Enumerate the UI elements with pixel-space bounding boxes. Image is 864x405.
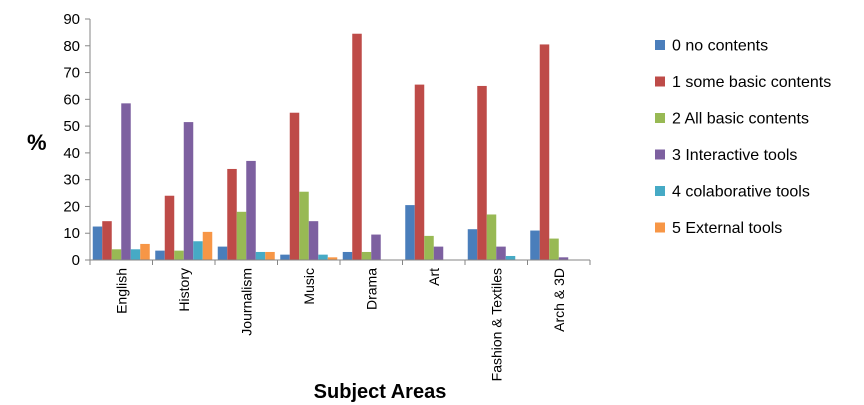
bar-fashion-textiles-series-0	[467, 229, 478, 260]
x-category-label: English	[113, 268, 129, 314]
x-axis-label: Subject Areas	[314, 381, 447, 403]
bar-journalism-series-0	[217, 246, 228, 260]
bar-music-series-2	[299, 191, 309, 260]
bar-journalism-series-5	[265, 251, 275, 260]
y-tick-label: 60	[63, 91, 80, 108]
bar-journalism-series-4	[255, 251, 266, 260]
x-category-label: Drama	[363, 268, 379, 310]
legend-swatch	[655, 222, 665, 233]
bar-english-series-0	[92, 226, 103, 260]
legend-swatch	[655, 76, 665, 87]
bar-history-series-1	[164, 195, 175, 260]
y-tick-label: 10	[63, 225, 80, 242]
y-tick-label: 20	[63, 198, 80, 215]
bar-music-series-5	[327, 257, 338, 260]
x-category-label: Journalism	[238, 268, 254, 336]
bar-drama-series-1	[352, 33, 362, 260]
bar-music-series-0	[280, 254, 290, 260]
bar-arch-3d-series-2	[549, 238, 559, 260]
bar-music-series-4	[318, 254, 328, 260]
axes	[89, 19, 591, 265]
x-category-label: Fashion & Textiles	[488, 268, 504, 381]
bar-drama-series-3	[371, 234, 381, 260]
bar-fashion-textiles-series-4	[505, 255, 516, 260]
bar-journalism-series-3	[246, 160, 256, 260]
bar-arch-3d-series-1	[539, 44, 550, 260]
y-tick-label: 30	[63, 172, 80, 189]
bar-music-series-1	[289, 112, 300, 260]
legend-label: 0 no contents	[672, 38, 768, 55]
bar-history-series-0	[155, 250, 165, 260]
bar-english-series-4	[130, 249, 141, 260]
x-category-label: Art	[426, 268, 442, 286]
bar-english-series-2	[111, 249, 122, 260]
y-tick-label: 90	[63, 11, 80, 28]
bar-arch-3d-series-0	[530, 230, 540, 260]
y-tick-label: 0	[72, 252, 80, 269]
bar-drama-series-0	[342, 251, 353, 260]
bar-art-series-2	[424, 235, 434, 260]
x-category-label: History	[176, 268, 192, 312]
legend-label: 5 External tools	[672, 220, 782, 237]
y-tick-label: 40	[63, 145, 80, 162]
y-tick-label: 50	[63, 118, 80, 135]
legend-label: 3 Interactive tools	[672, 147, 797, 164]
legend-swatch	[655, 113, 665, 123]
bar-history-series-3	[183, 122, 194, 260]
bar-art-series-1	[414, 84, 425, 260]
bar-english-series-5	[140, 243, 150, 260]
bar-history-series-5	[202, 231, 213, 260]
legend-swatch	[655, 186, 665, 196]
y-tick-label: 80	[63, 38, 80, 55]
bar-history-series-4	[193, 241, 203, 260]
bar-journalism-series-2	[236, 211, 247, 260]
legend-swatch	[655, 149, 665, 160]
x-axis-categories: English History Journalism Music Drama Art Fas…	[113, 268, 567, 382]
x-category-label: Music	[301, 268, 317, 305]
bar-history-series-2	[174, 250, 184, 260]
bar-fashion-textiles-series-3	[496, 246, 506, 260]
legend: 0 no contents 1 some basic contents 2 All …	[655, 38, 831, 237]
bar-english-series-1	[102, 221, 112, 260]
bar-music-series-3	[308, 221, 319, 260]
legend-label: 2 All basic contents	[672, 111, 809, 128]
y-axis-label: %	[27, 130, 47, 155]
x-category-label: Arch & 3D	[551, 268, 567, 332]
legend-label: 1 some basic contents	[672, 74, 831, 91]
bar-drama-series-2	[361, 251, 372, 260]
y-tick-label: 70	[63, 65, 80, 82]
bar-arch-3d-series-3	[558, 257, 569, 260]
bar-fashion-textiles-series-2	[486, 214, 497, 260]
y-axis-ticks: 0 10 20 30 40 50 60 70 80 90	[63, 11, 90, 269]
bar-art-series-3	[433, 246, 444, 260]
bar-journalism-series-1	[227, 168, 237, 260]
bar-art-series-0	[405, 205, 415, 260]
legend-label: 4 colaborative tools	[672, 184, 810, 201]
bars-group	[92, 33, 569, 260]
bar-english-series-3	[121, 103, 131, 260]
bar-fashion-textiles-series-1	[477, 85, 487, 260]
legend-swatch	[655, 40, 665, 50]
